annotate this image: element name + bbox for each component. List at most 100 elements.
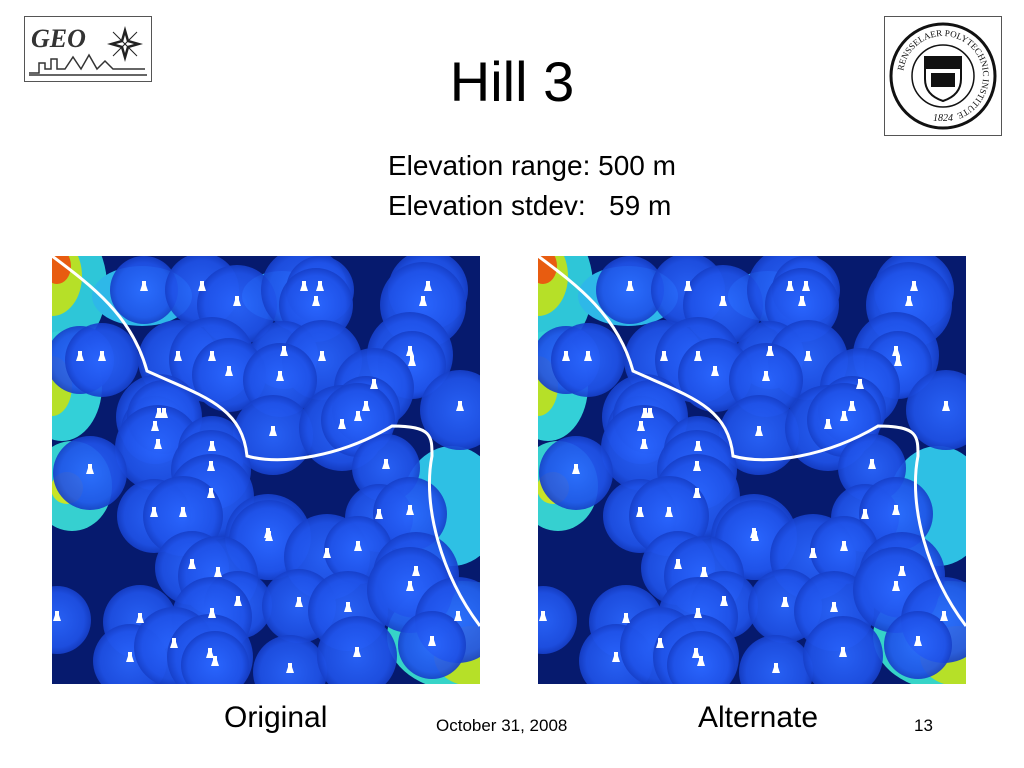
- observer-icon: [170, 638, 178, 648]
- observer-icon: [456, 401, 464, 411]
- geo-logo-text: GEO: [31, 24, 86, 53]
- observer-icon: [406, 346, 414, 356]
- observer-icon: [898, 566, 906, 576]
- alternate-visibility-map: [538, 256, 966, 684]
- observer-icon: [656, 638, 664, 648]
- observer-icon: [344, 602, 352, 612]
- viewshed-disk: [420, 370, 480, 450]
- observer-icon: [198, 281, 206, 291]
- observer-icon: [693, 488, 701, 498]
- rpi-seal-logo: RENSSELAER POLYTECHNIC INSTITUTE 1824: [884, 16, 1002, 136]
- observer-icon: [694, 351, 702, 361]
- observer-icon: [781, 597, 789, 607]
- observer-icon: [914, 636, 922, 646]
- observer-icon: [375, 509, 383, 519]
- observer-icon: [53, 611, 61, 621]
- observer-icon: [674, 559, 682, 569]
- observer-icon: [276, 371, 284, 381]
- shield-icon: [924, 56, 962, 103]
- observer-icon: [892, 505, 900, 515]
- observer-icon: [694, 608, 702, 618]
- observer-icon: [126, 652, 134, 662]
- observer-icon: [694, 441, 702, 451]
- observer-icon: [719, 296, 727, 306]
- observer-icon: [354, 541, 362, 551]
- elevation-range-label: Elevation range:: [388, 150, 591, 181]
- observer-icon: [640, 439, 648, 449]
- observer-icon: [636, 507, 644, 517]
- observer-icon: [338, 419, 346, 429]
- observer-icon: [370, 379, 378, 389]
- observer-icon: [840, 411, 848, 421]
- observer-icon: [830, 602, 838, 612]
- rpi-seal-graphic: RENSSELAER POLYTECHNIC INSTITUTE 1824: [889, 22, 997, 130]
- elevation-stdev-row: Elevation stdev: 59 m: [388, 186, 676, 226]
- observer-icon: [584, 351, 592, 361]
- observer-icon: [208, 608, 216, 618]
- observer-icon: [762, 371, 770, 381]
- viewshed-disk: [52, 586, 91, 654]
- observer-icon: [208, 351, 216, 361]
- slide-title: Hill 3: [449, 50, 575, 113]
- observer-icon: [612, 652, 620, 662]
- elevation-range-value: 500 m: [598, 150, 676, 181]
- observer-icon: [76, 351, 84, 361]
- observer-icon: [562, 351, 570, 361]
- observer-icon: [406, 505, 414, 515]
- observer-icon: [269, 426, 277, 436]
- geo-logo-graphic: GEO: [29, 24, 147, 76]
- observer-icon: [684, 281, 692, 291]
- alternate-caption: Alternate: [698, 701, 819, 734]
- path-line: [52, 256, 480, 627]
- observer-icon: [868, 459, 876, 469]
- original-caption: Original: [224, 701, 328, 734]
- observer-icon: [940, 611, 948, 621]
- observer-icon: [86, 464, 94, 474]
- observer-icon: [188, 559, 196, 569]
- observer-icon: [408, 356, 416, 366]
- observer-icon: [140, 281, 148, 291]
- observer-icon: [424, 281, 432, 291]
- observer-icon: [412, 566, 420, 576]
- observer-icon: [225, 366, 233, 376]
- observer-icon: [160, 408, 168, 418]
- observer-icon: [751, 531, 759, 541]
- observer-icon: [174, 351, 182, 361]
- viewshed-disk: [538, 586, 577, 654]
- observer-icon: [942, 401, 950, 411]
- observer-icon: [646, 408, 654, 418]
- original-visibility-map: [52, 256, 480, 684]
- observer-icon: [892, 581, 900, 591]
- observer-icon: [892, 346, 900, 356]
- observer-icon: [848, 401, 856, 411]
- observer-icon: [700, 567, 708, 577]
- observer-icon: [208, 441, 216, 451]
- observer-icon: [234, 596, 242, 606]
- observer-icon: [382, 459, 390, 469]
- observer-icon: [207, 488, 215, 498]
- observer-icon: [318, 351, 326, 361]
- observer-icon: [798, 296, 806, 306]
- observer-icon: [295, 597, 303, 607]
- observer-icon: [312, 296, 320, 306]
- observer-icon: [665, 507, 673, 517]
- observer-icon: [772, 663, 780, 673]
- observer-markers: [539, 281, 950, 673]
- observer-icon: [354, 411, 362, 421]
- observer-icon: [406, 581, 414, 591]
- elevation-stdev-value: 59 m: [609, 190, 672, 221]
- observer-icon: [428, 636, 436, 646]
- observer-icon: [720, 596, 728, 606]
- observer-icon: [362, 401, 370, 411]
- observer-icon: [454, 611, 462, 621]
- observer-icon: [622, 613, 630, 623]
- observer-icon: [766, 346, 774, 356]
- observer-icon: [179, 507, 187, 517]
- observer-icon: [692, 648, 700, 658]
- observer-icon: [755, 426, 763, 436]
- viewshed-disk: [739, 635, 813, 684]
- observer-icon: [905, 296, 913, 306]
- observer-icon: [626, 281, 634, 291]
- observer-icon: [419, 296, 427, 306]
- observer-icon: [353, 647, 361, 657]
